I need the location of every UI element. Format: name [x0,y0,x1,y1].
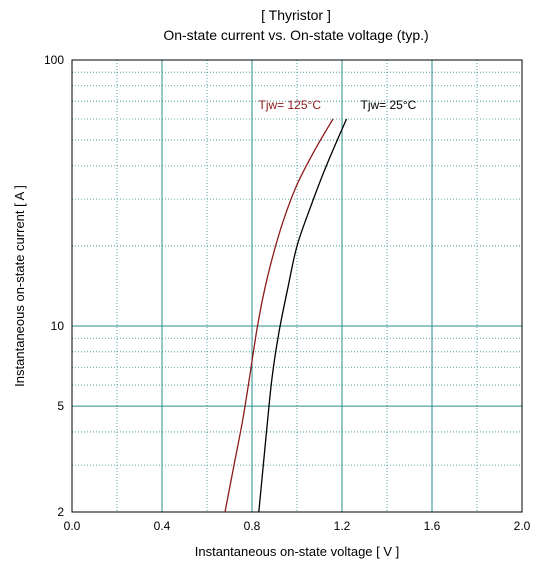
plot-frame [71,59,523,513]
x-tick-label: 1.2 [334,519,351,533]
y-tick-label: 2 [57,505,64,519]
x-tick-label: 0.0 [64,519,81,533]
tick-labels: 0.0 0.4 0.8 1.2 1.6 2.0 2 5 10 100 [44,53,531,533]
series-line-1 [258,118,348,513]
x-tick-label: 0.8 [244,519,261,533]
grid [72,60,522,512]
y-axis-label: Instantaneous on-state current [ A ] [12,185,27,387]
x-tick-label: 1.6 [424,519,441,533]
x-tick-label: 0.4 [154,519,171,533]
series-label-0: Tjw= 125°C [259,98,322,112]
y-tick-label: 10 [51,319,65,333]
series-line-0 [224,118,334,513]
series-group: Tjw= 125°C Tjw= 25°C [224,98,417,513]
y-tick-label: 5 [57,399,64,413]
series-label-1: Tjw= 25°C [361,98,417,112]
chart-subtitle: On-state current vs. On-state voltage (t… [163,27,428,43]
x-tick-label: 2.0 [514,519,531,533]
y-tick-label: 100 [44,53,64,67]
chart-title: [ Thyristor ] [261,7,331,23]
x-axis-label: Instantaneous on-state voltage [ V ] [195,544,400,559]
